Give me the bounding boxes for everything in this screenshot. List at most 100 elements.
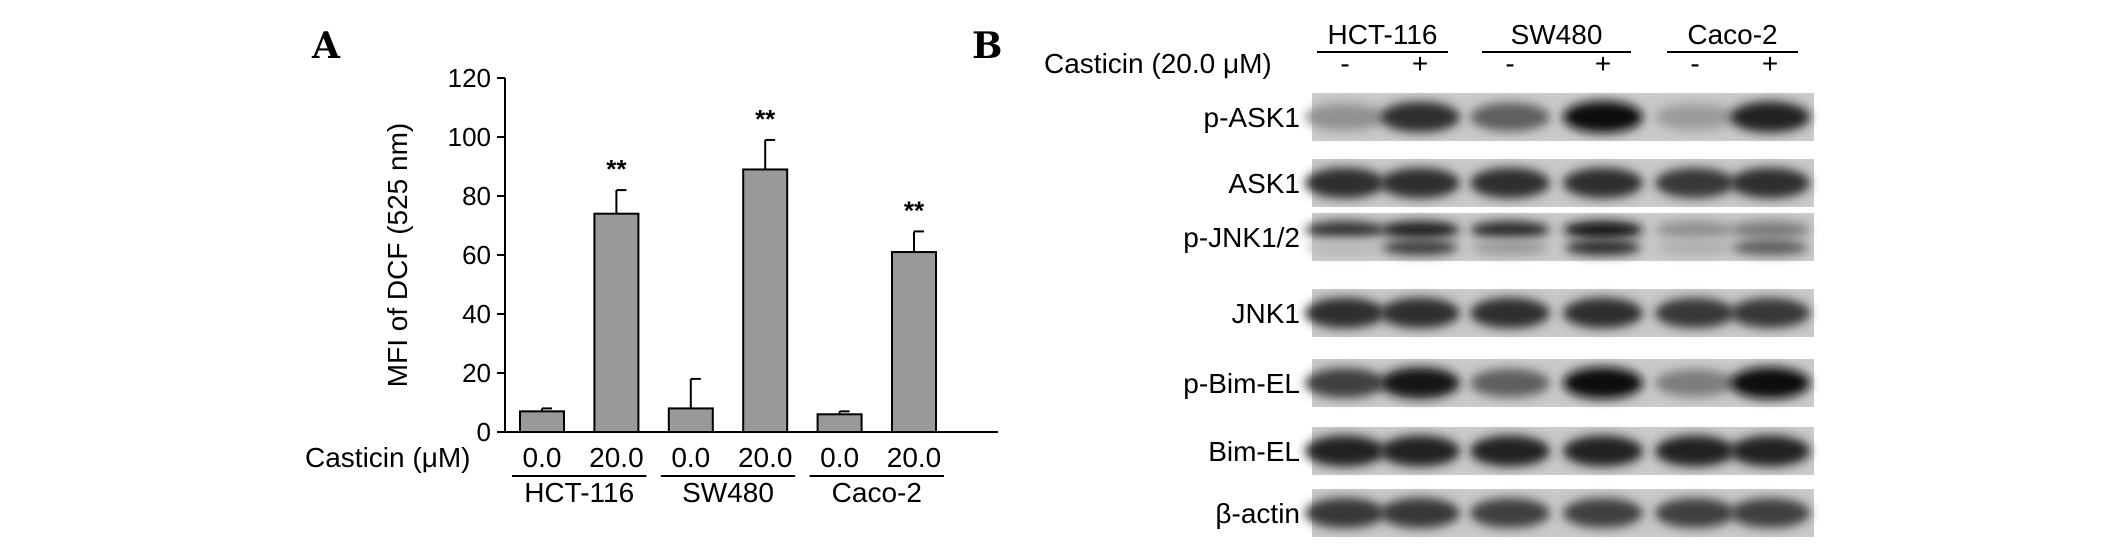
blot-band-lower <box>1657 239 1733 256</box>
blot-row-label: β-actin <box>1215 498 1300 529</box>
bar <box>593 212 640 433</box>
group-label: HCT-116 <box>524 477 634 508</box>
lane-sign: + <box>1595 48 1611 79</box>
blot-band <box>1730 167 1810 199</box>
blot-band-lower <box>1732 239 1808 256</box>
blot-row: β-actin <box>1215 489 1814 537</box>
lane-sign: - <box>1505 48 1514 79</box>
x-category-label: 20.0 <box>589 442 644 473</box>
x-category-label: 20.0 <box>738 442 793 473</box>
y-axis-label: MFI of DCF (525 nm) <box>382 123 413 387</box>
blot-band <box>1563 297 1643 329</box>
blot-band <box>1730 101 1810 133</box>
blot-band <box>1305 220 1385 239</box>
western-blot: HCT-116 SW480 Caco-2- + - + - +p-ASK1ASK1p-JNK1… <box>1183 19 1814 537</box>
lane-sign: - <box>1690 48 1699 79</box>
blot-band <box>1655 369 1735 397</box>
blot-band <box>1470 297 1550 329</box>
blot-band <box>1655 435 1735 467</box>
bar <box>667 407 714 433</box>
blot-band <box>1655 297 1735 329</box>
bar <box>816 413 863 433</box>
blot-band <box>1563 367 1643 399</box>
y-tick-label: 120 <box>448 63 491 93</box>
blot-row: Bim-EL <box>1208 427 1814 475</box>
blot-band <box>1655 498 1735 528</box>
casticin-dose-label: Casticin (μM) <box>305 442 470 473</box>
significance-label: ** <box>904 195 925 225</box>
blot-band <box>1305 297 1385 329</box>
cell-line-label: SW480 <box>1511 19 1603 50</box>
x-category-label: 20.0 <box>887 442 942 473</box>
y-tick-label: 60 <box>462 240 491 270</box>
blot-band <box>1470 368 1550 398</box>
blot-band <box>1655 103 1735 131</box>
blot-band <box>1730 297 1810 329</box>
blot-band <box>1305 497 1385 529</box>
blot-band <box>1563 167 1643 199</box>
y-tick-label: 0 <box>477 417 491 447</box>
x-category-label: 0.0 <box>671 442 710 473</box>
significance-label: ** <box>755 104 776 134</box>
panel-a-letter: A <box>311 25 341 67</box>
panel-b-letter: B <box>972 25 1002 67</box>
blot-band <box>1380 101 1460 133</box>
y-tick-label: 40 <box>462 299 491 329</box>
x-category-label: 0.0 <box>820 442 859 473</box>
y-tick-label: 100 <box>448 122 491 152</box>
blot-row-label: p-ASK1 <box>1204 102 1301 133</box>
group-label: Caco-2 <box>832 477 922 508</box>
blot-band <box>1730 220 1810 239</box>
blot-band <box>1563 220 1643 239</box>
blot-band <box>1563 498 1643 528</box>
blot-band <box>1305 368 1385 398</box>
blot-band <box>1380 220 1460 239</box>
bar <box>519 410 565 434</box>
blot-row: p-Bim-EL <box>1183 359 1814 407</box>
blot-row-label: p-Bim-EL <box>1183 368 1300 399</box>
blot-band <box>1305 103 1385 131</box>
blot-row-label: Bim-EL <box>1208 436 1300 467</box>
y-tick-label: 20 <box>462 358 491 388</box>
cell-line-label: Caco-2 <box>1687 19 1777 50</box>
blot-band <box>1563 101 1643 133</box>
blot-band <box>1470 220 1550 239</box>
blot-band <box>1470 167 1550 199</box>
lane-sign: + <box>1762 48 1778 79</box>
blot-row-label: JNK1 <box>1232 298 1300 329</box>
blot-band <box>1470 435 1550 467</box>
bar <box>742 168 789 433</box>
blot-band <box>1470 498 1550 528</box>
blot-band <box>1380 435 1460 467</box>
blot-band <box>1730 435 1810 467</box>
lane-sign: + <box>1412 48 1428 79</box>
blot-band <box>1380 167 1460 199</box>
blot-band <box>1305 435 1385 467</box>
bar <box>891 251 937 433</box>
blot-row: p-ASK1 <box>1204 93 1814 141</box>
blot-band <box>1655 167 1735 199</box>
blot-band <box>1380 367 1460 399</box>
blot-band-lower <box>1565 239 1641 256</box>
blot-row-label: ASK1 <box>1228 168 1300 199</box>
blot-treatment-label: Casticin (20.0 μM) <box>1044 48 1272 79</box>
blot-strip-shade <box>1312 213 1814 261</box>
blot-band <box>1655 220 1735 239</box>
blot-band-lower <box>1472 239 1548 256</box>
blot-row: JNK1 <box>1232 289 1814 337</box>
blot-band-lower <box>1307 239 1383 256</box>
cell-line-label: HCT-116 <box>1328 19 1438 50</box>
significance-label: ** <box>606 154 627 184</box>
blot-band <box>1730 498 1810 528</box>
blot-row: ASK1 <box>1228 159 1814 207</box>
bar-chart: 0 20 40 60 80 100 120 0.0 ** 20.0 0.0 ** 20.0 0.0 ** 20… <box>448 63 998 508</box>
blot-band <box>1380 497 1460 529</box>
x-category-label: 0.0 <box>523 442 562 473</box>
blot-band <box>1470 102 1550 132</box>
blot-row: p-JNK1/2 <box>1183 213 1814 261</box>
blot-band <box>1380 297 1460 329</box>
y-tick-label: 80 <box>462 181 491 211</box>
blot-band <box>1305 167 1385 199</box>
group-label: SW480 <box>682 477 774 508</box>
